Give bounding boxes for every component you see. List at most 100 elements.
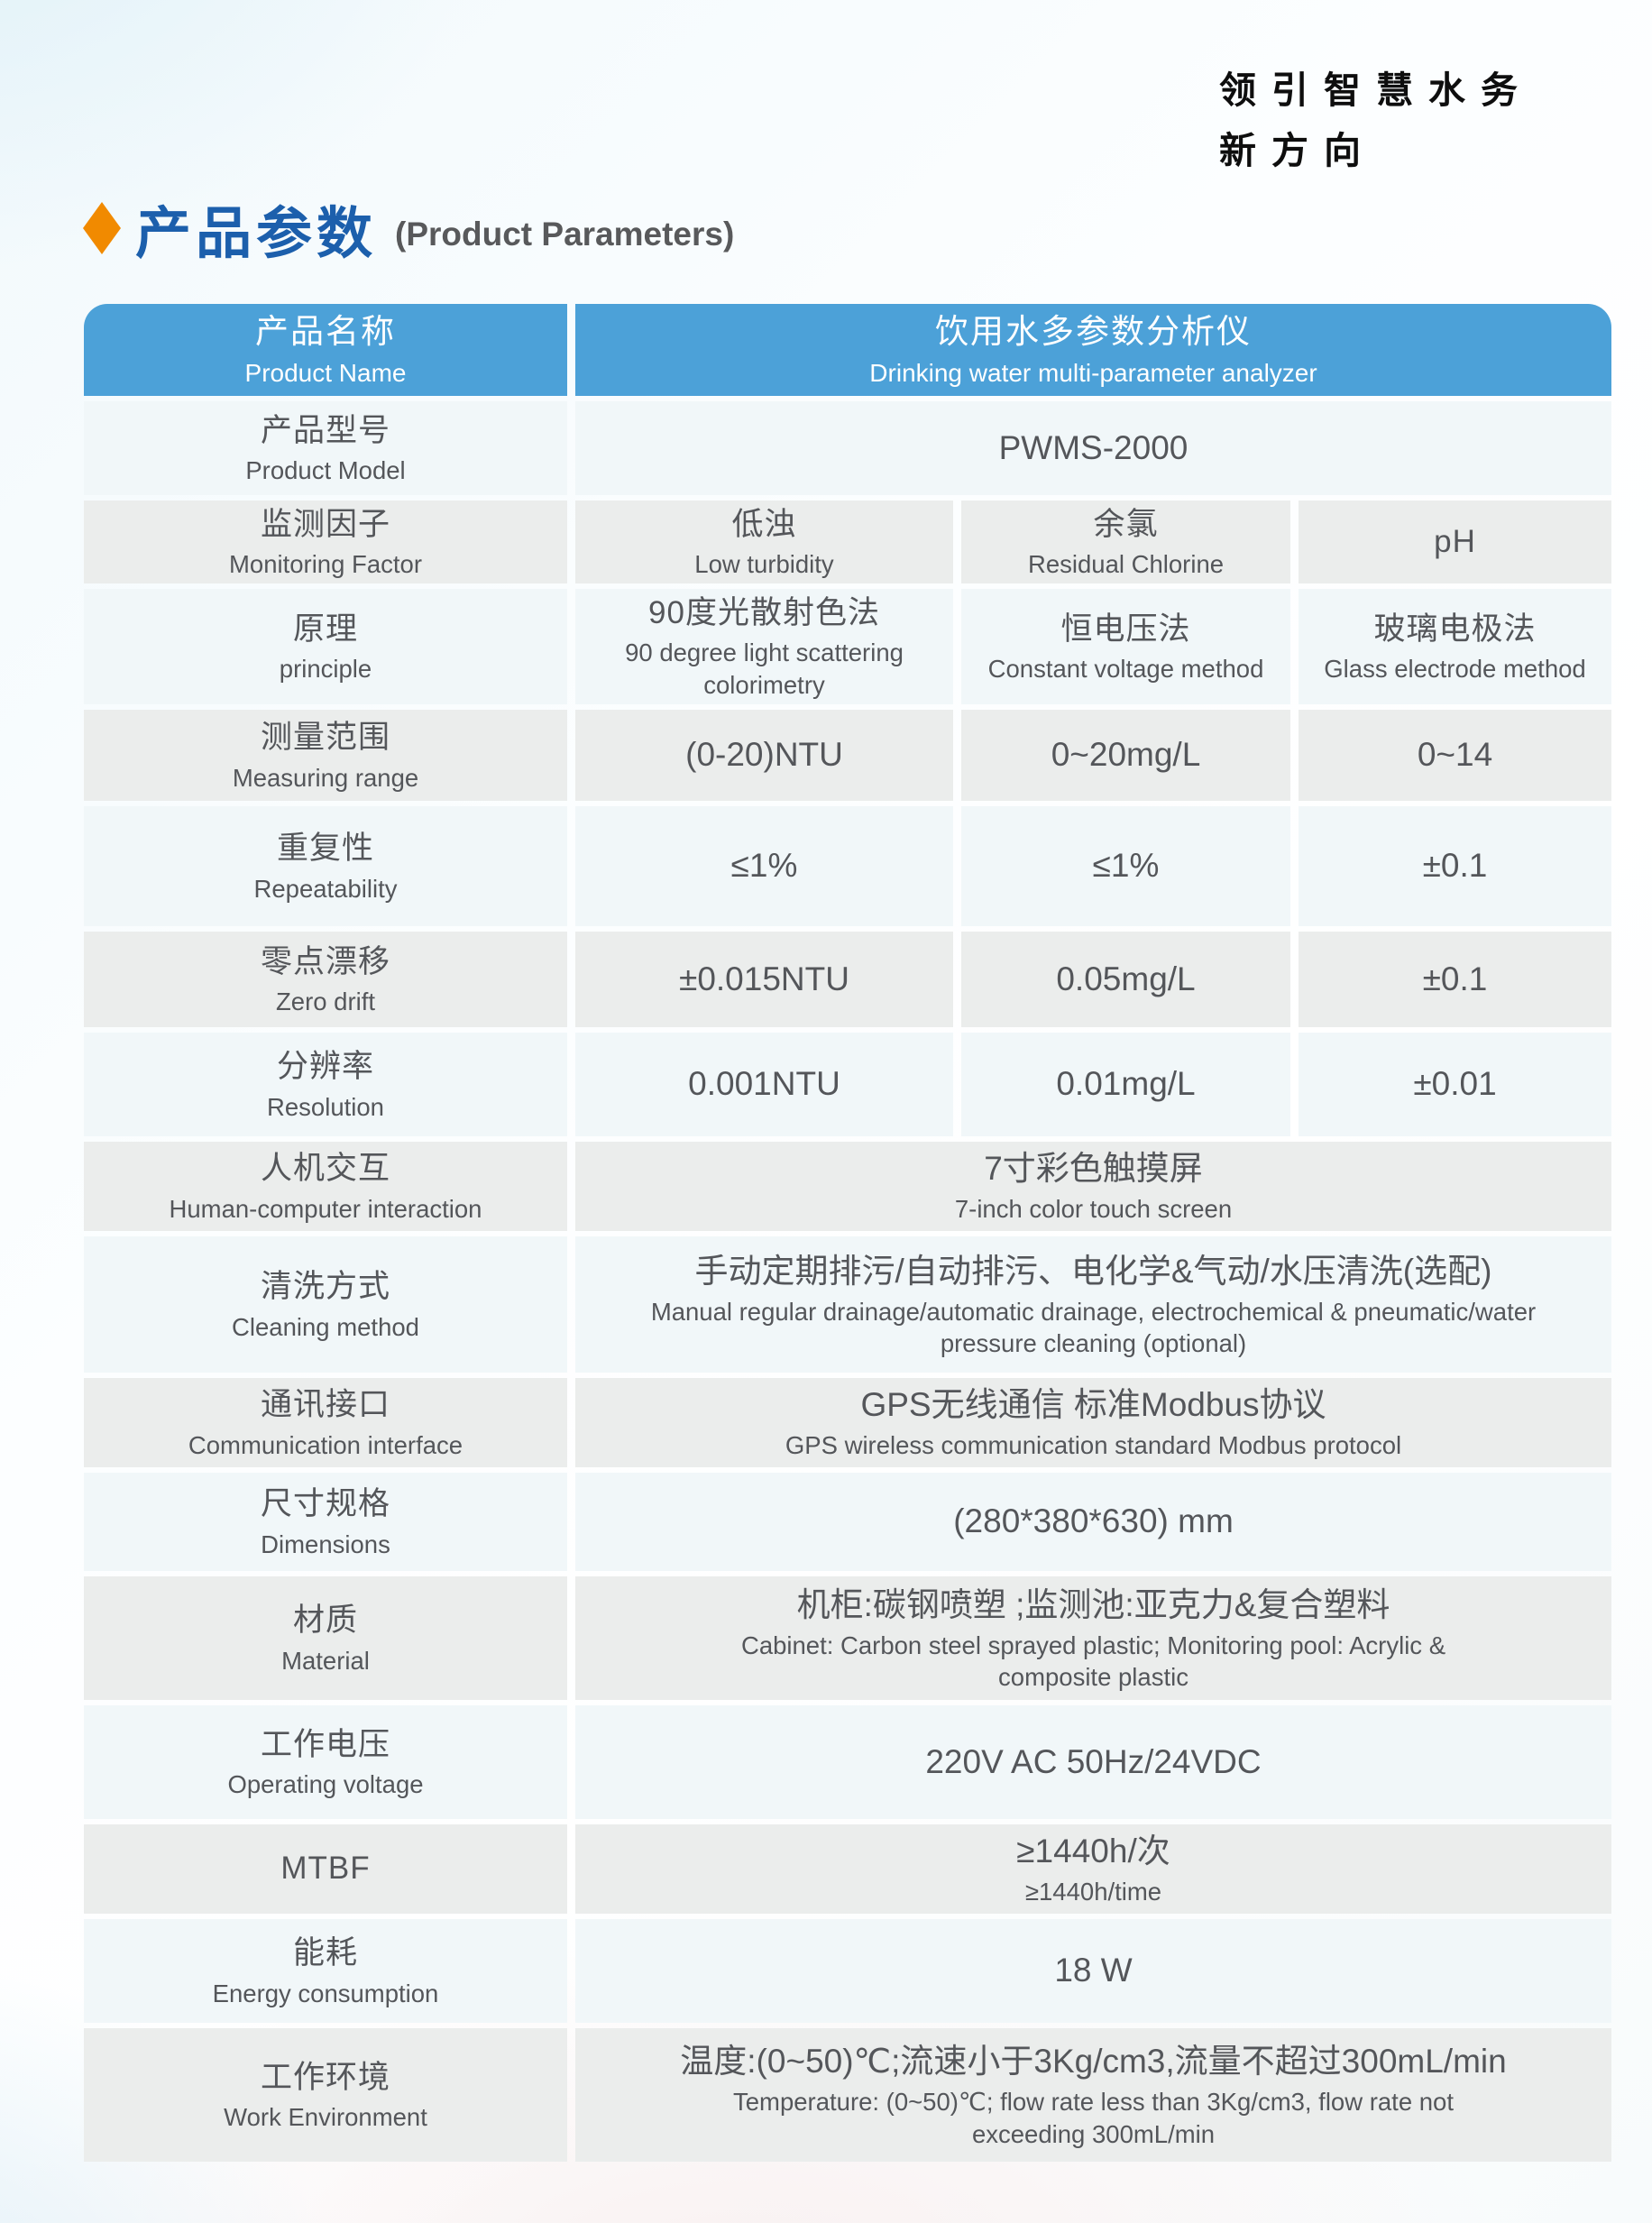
section-title-zh: 产品参数 [135, 203, 378, 265]
value-res-ph: ±0.01 [1299, 1033, 1611, 1136]
value-cleaning-method: 手动定期排污/自动排污、电化学&气动/水压清洗(选配) Manual regul… [575, 1236, 1611, 1373]
value-principle-turbidity: 90度光散射色法 90 degree light scattering colo… [575, 589, 953, 704]
label-en: Measuring range [232, 763, 419, 792]
label-hci: 人机交互 Human-computer interaction [84, 1142, 567, 1231]
value-zh: 机柜:碳钢喷塑 ;监测池:亚克力&复合塑料 [796, 1585, 1390, 1623]
value-en: Manual regular drainage/automatic draina… [650, 1297, 1537, 1358]
label-en: principle [279, 655, 372, 683]
label-zh: 重复性 [276, 831, 374, 867]
value-principle-ph: 玻璃电极法 Glass electrode method [1299, 589, 1611, 704]
label-en: Cleaning method [232, 1312, 419, 1341]
label-principle: 原理 principle [84, 589, 567, 704]
header-label-zh: 产品名称 [255, 312, 396, 350]
slogan-line-2: 新方向 [1219, 130, 1376, 171]
brand-slogan: 领引智慧水务 新方向 [1219, 72, 1533, 193]
slogan-line-1: 领引智慧水务 [1219, 69, 1533, 111]
section-title: 产品参数 (Product Parameters) [83, 188, 734, 269]
value-text: ±0.1 [1422, 847, 1488, 885]
value-zh: 手动定期排污/自动排污、电化学&气动/水压清洗(选配) [694, 1252, 1492, 1290]
value-text: ±0.015NTU [679, 960, 849, 997]
label-en: Work Environment [224, 2103, 427, 2131]
label-zh: 工作环境 [260, 2059, 390, 2095]
value-monitoring-chlorine: 余氯 Residual Chlorine [961, 501, 1290, 583]
label-zh: 材质 [292, 1603, 358, 1639]
value-text: 0.001NTU [688, 1065, 840, 1103]
value-zh: 7寸彩色触摸屏 [984, 1150, 1203, 1188]
value-en: Temperature: (0~50)℃; flow rate less tha… [733, 2088, 1454, 2148]
value-monitoring-ph: pH [1299, 501, 1611, 583]
value-en: Glass electrode method [1324, 655, 1586, 683]
value-range-chlorine: 0~20mg/L [961, 710, 1290, 801]
label-en: Operating voltage [227, 1770, 424, 1798]
value-repeat-chlorine: ≤1% [961, 806, 1290, 926]
value-drift-ph: ±0.1 [1299, 932, 1611, 1027]
label-en: Zero drift [275, 987, 376, 1015]
label-en: Repeatability [253, 874, 398, 903]
label-zh: 人机交互 [260, 1151, 390, 1187]
value-hci: 7寸彩色触摸屏 7-inch color touch screen [575, 1142, 1611, 1231]
value-communication: GPS无线通信 标准Modbus协议 GPS wireless communic… [575, 1378, 1611, 1467]
value-en: Cabinet: Carbon steel sprayed plastic; M… [740, 1631, 1446, 1692]
value-res-turbidity: 0.001NTU [575, 1033, 953, 1136]
label-work-environment: 工作环境 Work Environment [84, 2028, 567, 2162]
value-en: GPS wireless communication standard Modb… [785, 1431, 1402, 1460]
value-monitoring-turbidity: 低浊 Low turbidity [575, 501, 953, 583]
value-text: (280*380*630) mm [953, 1502, 1234, 1540]
value-zh: ≥1440h/次 [1016, 1833, 1170, 1870]
value-range-turbidity: (0-20)NTU [575, 710, 953, 801]
header-value-en: Drinking water multi-parameter analyzer [869, 358, 1317, 387]
value-en: Low turbidity [694, 550, 834, 578]
value-operating-voltage: 220V AC 50Hz/24VDC [575, 1705, 1611, 1819]
value-zh: pH [1434, 523, 1476, 559]
value-res-chlorine: 0.01mg/L [961, 1033, 1290, 1136]
label-en: Monitoring Factor [229, 550, 422, 578]
value-material: 机柜:碳钢喷塑 ;监测池:亚克力&复合塑料 Cabinet: Carbon st… [575, 1576, 1611, 1700]
value-repeat-ph: ±0.1 [1299, 806, 1611, 926]
value-en: Constant voltage method [987, 655, 1264, 683]
value-zh: 恒电压法 [1060, 611, 1191, 647]
label-en: Resolution [267, 1092, 384, 1121]
label-cleaning-method: 清洗方式 Cleaning method [84, 1236, 567, 1373]
value-text: PWMS-2000 [998, 428, 1189, 466]
label-zh: 测量范围 [260, 720, 390, 756]
value-text: 0~20mg/L [1051, 736, 1201, 774]
header-value-cell: 饮用水多参数分析仪 Drinking water multi-parameter… [575, 304, 1611, 396]
value-energy: 18 W [575, 1919, 1611, 2023]
header-label-cell: 产品名称 Product Name [84, 304, 567, 396]
section-title-en: (Product Parameters) [395, 216, 735, 253]
label-zh: 零点漂移 [260, 943, 390, 979]
value-work-environment: 温度:(0~50)℃;流速小于3Kg/cm3,流量不超过300mL/min Te… [575, 2028, 1611, 2162]
label-en: Energy consumption [212, 1979, 439, 2007]
value-text: 0.05mg/L [1056, 960, 1196, 997]
value-en: 90 degree light scattering colorimetry [625, 638, 904, 699]
diamond-bullet-icon [83, 202, 121, 254]
label-zh: 清洗方式 [260, 1269, 390, 1305]
value-drift-turbidity: ±0.015NTU [575, 932, 953, 1027]
value-text: 18 W [1054, 1952, 1133, 1989]
label-zh: MTBF [280, 1851, 371, 1887]
value-text: 220V AC 50Hz/24VDC [925, 1742, 1262, 1780]
value-zh: 余氯 [1093, 506, 1159, 542]
label-zh: 工作电压 [260, 1726, 390, 1762]
value-mtbf: ≥1440h/次 ≥1440h/time [575, 1824, 1611, 1914]
label-operating-voltage: 工作电压 Operating voltage [84, 1705, 567, 1819]
value-zh: 低浊 [731, 506, 797, 542]
value-drift-chlorine: 0.05mg/L [961, 932, 1290, 1027]
value-text: ±0.1 [1422, 960, 1488, 997]
header-value-zh: 饮用水多参数分析仪 [935, 312, 1252, 350]
label-energy: 能耗 Energy consumption [84, 1919, 567, 2023]
value-text: ≤1% [730, 847, 798, 885]
label-en: Product Model [245, 456, 406, 484]
label-product-model: 产品型号 Product Model [84, 401, 567, 495]
label-resolution: 分辨率 Resolution [84, 1033, 567, 1136]
value-zh: 玻璃电极法 [1373, 611, 1537, 647]
label-measuring-range: 测量范围 Measuring range [84, 710, 567, 801]
label-zh: 尺寸规格 [260, 1486, 390, 1522]
value-en: ≥1440h/time [1024, 1878, 1162, 1906]
label-en: Material [281, 1646, 370, 1675]
value-principle-chlorine: 恒电压法 Constant voltage method [961, 589, 1290, 704]
value-text: 0.01mg/L [1056, 1065, 1196, 1103]
value-dimensions: (280*380*630) mm [575, 1473, 1611, 1571]
value-en: Residual Chlorine [1027, 550, 1225, 578]
